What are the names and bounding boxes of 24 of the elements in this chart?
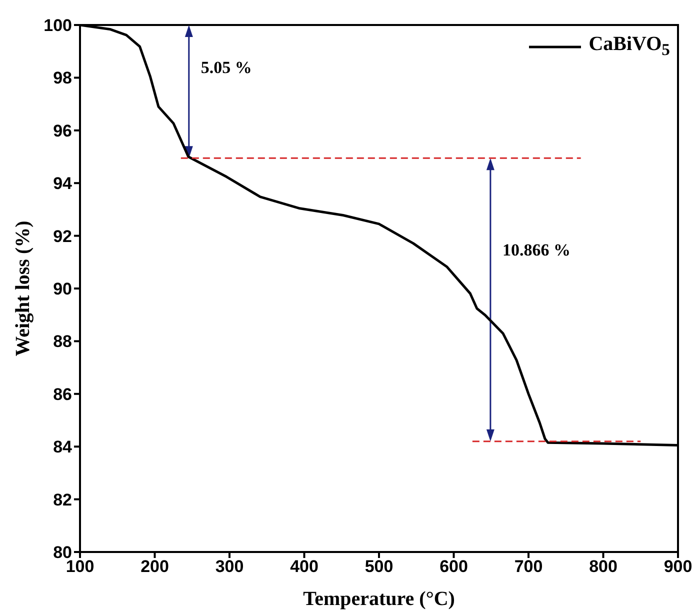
- y-axis-title: Weight loss (%): [12, 220, 34, 356]
- y-tick-label: 92: [53, 226, 72, 246]
- y-tick-label: 86: [53, 384, 72, 404]
- y-tick-label: 84: [53, 438, 73, 457]
- y-tick-label: 96: [53, 121, 72, 140]
- legend-label: CaBiVO$_{5}$: [588, 33, 670, 60]
- x-tick-label: 200: [140, 557, 169, 576]
- y-tick-label: 82: [53, 490, 72, 510]
- y-tick-label: 100: [44, 16, 72, 36]
- x-tick-label: 700: [514, 557, 543, 576]
- y-tick-label: 90: [53, 280, 72, 299]
- x-tick-label: 800: [589, 557, 618, 576]
- x-tick-label: 400: [290, 557, 318, 576]
- y-tick-label: 88: [53, 332, 72, 352]
- x-tick-label: 300: [215, 557, 244, 576]
- y-tick-label: 94: [53, 174, 73, 194]
- annotation: 5.05 %: [200, 58, 252, 77]
- y-tick-label: 98: [53, 68, 72, 88]
- x-tick-label: 100: [66, 557, 94, 576]
- x-tick-label: 500: [364, 557, 394, 576]
- x-axis-title: Temperature (°C): [303, 588, 455, 610]
- x-tick-label: 900: [664, 557, 692, 576]
- x-tick-label: 600: [440, 557, 468, 576]
- annotation: 10.866 %: [502, 240, 570, 260]
